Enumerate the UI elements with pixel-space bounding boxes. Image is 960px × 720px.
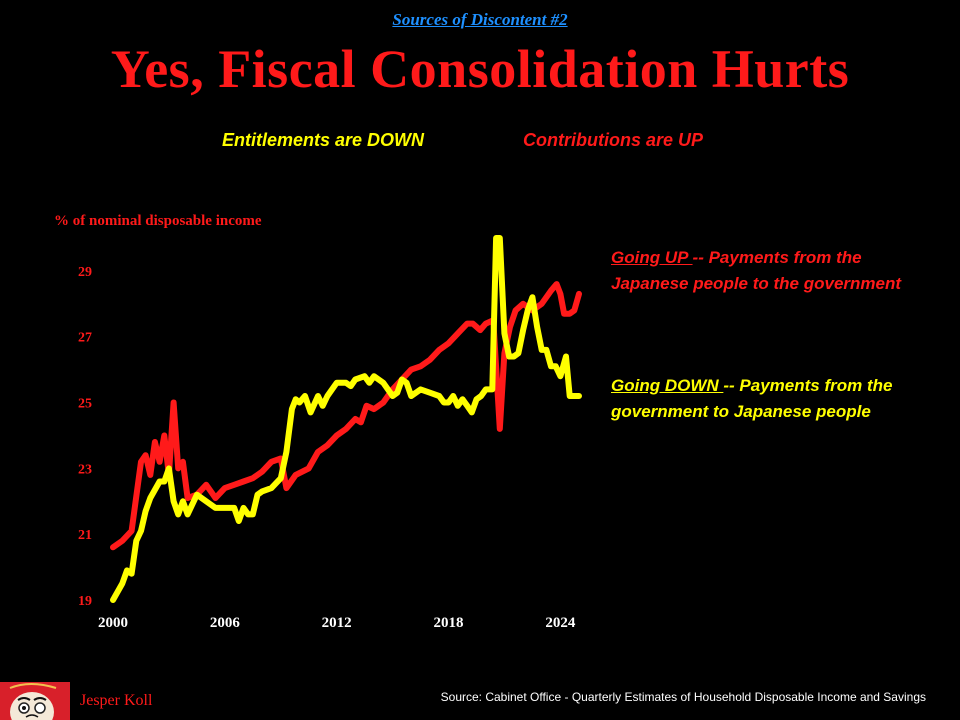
y-tick-label: 23 bbox=[78, 462, 92, 477]
author-name: Jesper Koll bbox=[80, 692, 153, 709]
x-tick-label: 2012 bbox=[322, 615, 352, 631]
x-tick-label: 2024 bbox=[545, 615, 576, 631]
x-axis-ticks: 2000 2006 2012 2018 2024 bbox=[98, 615, 576, 631]
x-tick-label: 2000 bbox=[98, 615, 128, 631]
x-tick-label: 2006 bbox=[210, 615, 241, 631]
source-note: Source: Cabinet Office - Quarterly Estim… bbox=[440, 690, 926, 704]
y-tick-label: 27 bbox=[78, 331, 92, 346]
series-line-contributions bbox=[110, 281, 582, 551]
y-tick-label: 21 bbox=[78, 528, 92, 543]
note-up-heading: Going UP bbox=[611, 248, 693, 267]
note-down-body: -- Payments from the government to Japan… bbox=[611, 376, 893, 421]
note-down-heading: Going DOWN bbox=[611, 376, 724, 395]
series-line-entitlements bbox=[110, 235, 582, 603]
note-up-body: -- Payments from the Japanese people to … bbox=[611, 248, 902, 293]
subtitle-entitlements: Entitlements are DOWN bbox=[222, 130, 425, 150]
y-tick-label: 25 bbox=[78, 397, 92, 412]
y-axis-label: % of nominal disposable income bbox=[54, 213, 262, 229]
x-tick-label: 2018 bbox=[434, 615, 464, 631]
y-tick-label: 29 bbox=[78, 265, 92, 280]
subtitle-contributions: Contributions are UP bbox=[523, 130, 704, 150]
series-lines bbox=[110, 235, 582, 603]
y-tick-label: 19 bbox=[78, 594, 92, 609]
page-title: Yes, Fiscal Consolidation Hurts bbox=[110, 39, 850, 99]
note-going-up: Going UP -- Payments from the Japanese p… bbox=[611, 245, 941, 297]
daruma-icon bbox=[0, 682, 70, 720]
y-axis-ticks: 19 21 23 25 27 29 bbox=[78, 265, 92, 609]
kicker-link[interactable]: Sources of Discontent #2 bbox=[392, 10, 568, 29]
note-going-down: Going DOWN -- Payments from the governme… bbox=[611, 373, 941, 425]
